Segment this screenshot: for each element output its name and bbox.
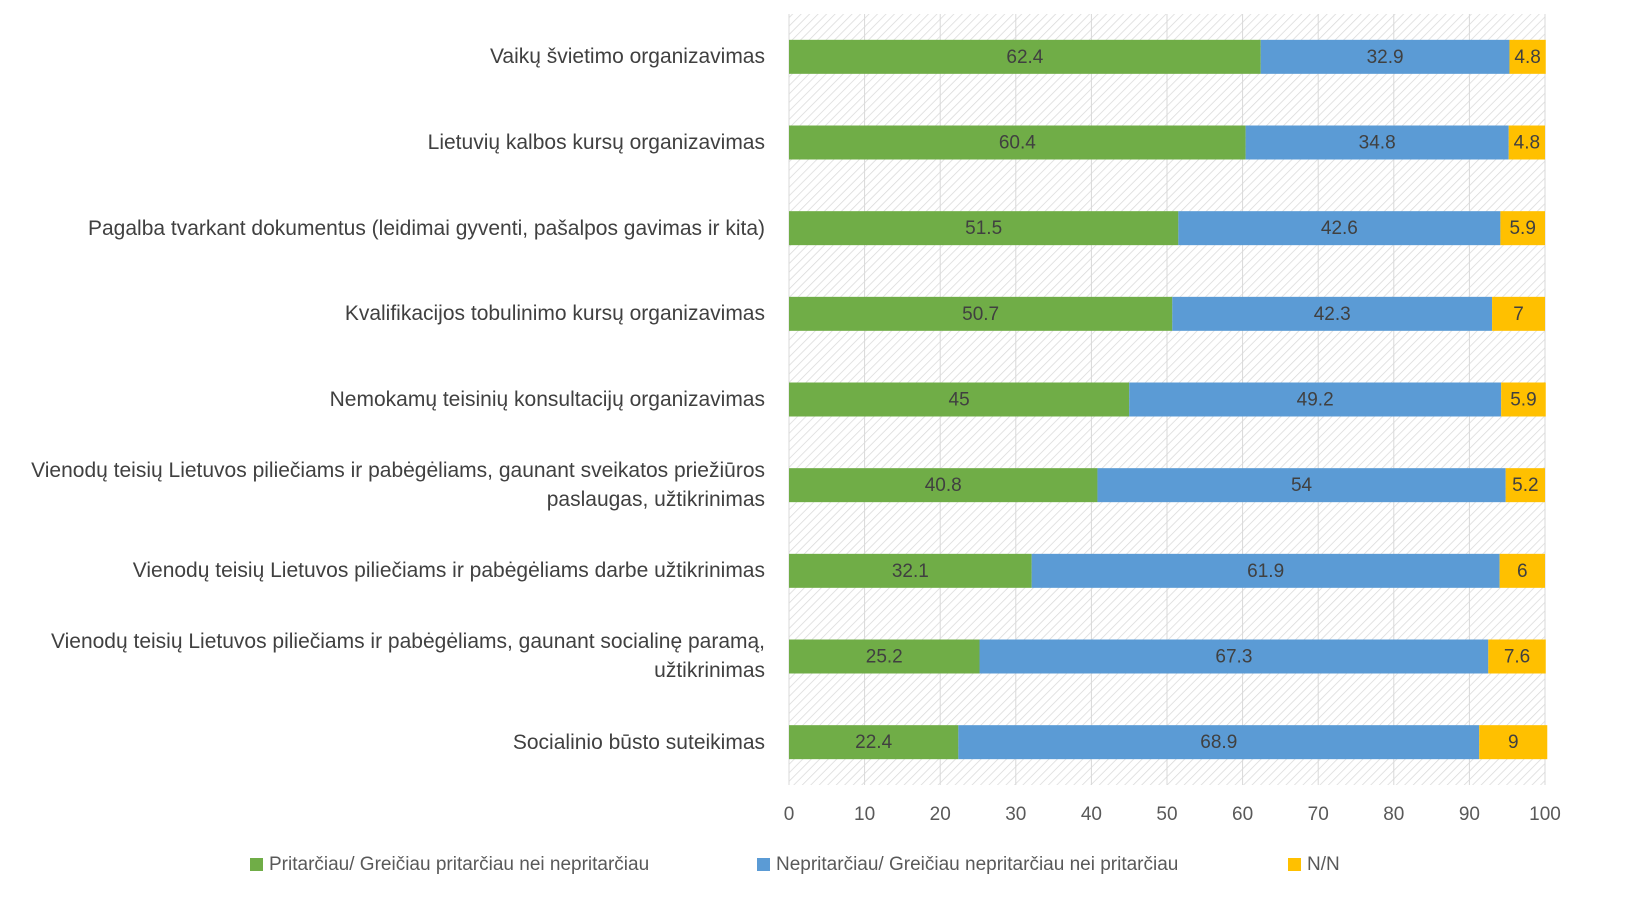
- x-tick-label: 40: [1081, 804, 1102, 825]
- category-label: Pagalba tvarkant dokumentus (leidimai gy…: [88, 216, 765, 240]
- x-tick-label: 100: [1529, 804, 1561, 825]
- data-label: 9: [1508, 732, 1519, 753]
- data-label: 6: [1517, 561, 1528, 582]
- data-label: 32.9: [1367, 47, 1404, 68]
- data-label: 51.5: [965, 218, 1002, 239]
- data-label: 25.2: [866, 647, 903, 668]
- category-label: Vienodų teisių Lietuvos piliečiams ir pa…: [31, 459, 765, 512]
- data-label: 40.8: [925, 475, 962, 496]
- bar-segment: [1505, 468, 1545, 503]
- data-label: 67.3: [1215, 647, 1252, 668]
- bar-segment: [958, 725, 1480, 760]
- x-tick-label: 70: [1308, 804, 1329, 825]
- category-label: Socialinio būsto suteikimas: [512, 730, 765, 754]
- data-label: 61.9: [1247, 561, 1284, 582]
- data-label: 54: [1291, 475, 1313, 496]
- data-label: 42.6: [1321, 218, 1358, 239]
- legend-label: Nepritarčiau/ Greičiau nepritarčiau nei …: [776, 854, 1178, 875]
- bar-segment: [1260, 39, 1510, 74]
- category-label: Vienodų teisių Lietuvos piliečiams ir pa…: [132, 559, 765, 583]
- x-tick-label: 20: [930, 804, 951, 825]
- category-label: Vaikų švietimo organizavimas: [489, 45, 765, 69]
- data-label: 22.4: [855, 732, 892, 753]
- bar-segment: [1129, 382, 1502, 417]
- bar-segment: [1492, 296, 1545, 331]
- data-label: 50.7: [962, 304, 999, 325]
- bar-segment: [1499, 553, 1545, 588]
- legend-label: Pritarčiau/ Greičiau pritarčiau nei nepr…: [269, 854, 649, 875]
- data-label: 60.4: [999, 133, 1036, 154]
- legend-swatch: [757, 858, 770, 871]
- bar-segment: [789, 553, 1032, 588]
- category-label: Kvalifikacijos tobulinimo kursų organiza…: [344, 302, 765, 326]
- legend-swatch: [1288, 858, 1301, 871]
- data-label: 5.9: [1509, 218, 1535, 239]
- bar-segment: [979, 639, 1489, 674]
- data-label: 62.4: [1006, 47, 1043, 68]
- data-label: 34.8: [1359, 133, 1396, 154]
- bar-segment: [1245, 125, 1509, 160]
- legend-swatch: [250, 858, 263, 871]
- x-tick-label: 30: [1005, 804, 1026, 825]
- data-label: 32.1: [892, 561, 929, 582]
- bar-segment: [1172, 296, 1493, 331]
- bar-segment: [1488, 639, 1546, 674]
- legend-label: N/N: [1307, 854, 1340, 875]
- x-tick-label: 80: [1383, 804, 1404, 825]
- bar-segment: [789, 39, 1261, 74]
- data-label: 68.9: [1200, 732, 1237, 753]
- data-label: 5.2: [1512, 475, 1538, 496]
- bar-segment: [1501, 382, 1546, 417]
- bar-segment: [789, 296, 1173, 331]
- data-label: 4.8: [1514, 47, 1540, 68]
- x-tick-label: 90: [1459, 804, 1480, 825]
- bar-segment: [1031, 553, 1500, 588]
- bar-segment: [1097, 468, 1506, 503]
- bar-segment: [789, 125, 1246, 160]
- bar-segment: [789, 211, 1179, 246]
- data-label: 7.6: [1504, 647, 1530, 668]
- data-label: 42.3: [1314, 304, 1351, 325]
- bar-segment: [1508, 125, 1545, 160]
- x-tick-label: 10: [854, 804, 875, 825]
- bar-segment: [789, 468, 1098, 503]
- bar-segment: [1479, 725, 1548, 760]
- data-label: 49.2: [1297, 390, 1334, 411]
- bar-segment: [789, 725, 959, 760]
- category-label: Nemokamų teisinių konsultacijų organizav…: [329, 387, 765, 411]
- bar-segment: [789, 639, 980, 674]
- category-label: Lietuvių kalbos kursų organizavimas: [427, 130, 765, 154]
- x-tick-label: 50: [1156, 804, 1177, 825]
- x-tick-label: 60: [1232, 804, 1253, 825]
- bar-segment: [789, 382, 1130, 417]
- data-label: 4.8: [1514, 133, 1540, 154]
- x-tick-label: 0: [784, 804, 795, 825]
- data-label: 45: [949, 390, 970, 411]
- data-label: 5.9: [1510, 390, 1536, 411]
- category-label: Vienodų teisių Lietuvos piliečiams ir pa…: [50, 630, 765, 683]
- bar-segment: [1509, 39, 1546, 74]
- data-label: 7: [1513, 304, 1524, 325]
- bar-segment: [1178, 211, 1501, 246]
- bar-segment: [1500, 211, 1545, 246]
